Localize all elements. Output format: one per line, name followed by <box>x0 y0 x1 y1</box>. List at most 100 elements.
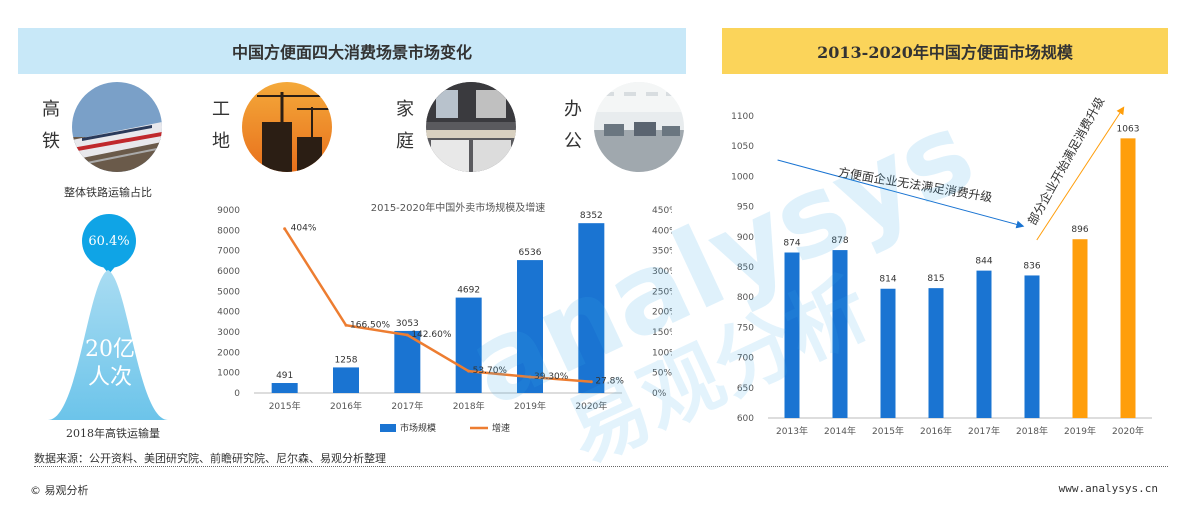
scene-label-bottom: 铁 <box>42 131 60 152</box>
bar-value-label: 491 <box>276 371 293 381</box>
scene-label-top: 高 <box>42 99 60 120</box>
x-tick-label: 2017年 <box>968 425 1000 437</box>
y-tick-label: 9000 <box>217 206 240 216</box>
x-tick-label: 2016年 <box>920 425 952 437</box>
scene-label-top: 家 <box>396 99 414 120</box>
scene-label-bottom: 地 <box>212 131 230 152</box>
growth-point <box>405 333 409 337</box>
x-tick-label: 2014年 <box>824 425 856 437</box>
y-tick-label: 1000 <box>217 369 240 379</box>
bar-2020年 <box>578 223 605 393</box>
passenger-volume-value: 20亿 人次 <box>85 337 135 390</box>
delivery-market-chart: 2015-2020年中国外卖市场规模及增速 0 1000 2000 3000 4000 50… <box>217 201 672 434</box>
bar-2016年 <box>333 367 359 393</box>
y2-tick-label: 100% <box>652 348 672 358</box>
bar-value-label: 844 <box>975 257 992 267</box>
y-tick-label: 0 <box>234 389 240 399</box>
y2-tick-label: 50% <box>652 369 672 379</box>
bubble-pointer-icon <box>99 262 119 274</box>
bar-2015年 <box>880 288 896 418</box>
y2-tick-label: 450% <box>652 206 672 216</box>
train-photo <box>72 82 162 172</box>
chart-title: 2015-2020年中国外卖市场规模及增速 <box>371 201 546 214</box>
y2-tick-label: 400% <box>652 226 672 236</box>
x-tick-label: 2016年 <box>330 400 362 412</box>
growth-value-label: 166.50% <box>350 320 390 330</box>
y2-tick-label: 350% <box>652 247 672 257</box>
growth-point <box>467 369 471 373</box>
decline-arrow-icon <box>777 159 1025 229</box>
footer-divider <box>34 466 1168 467</box>
bar-value-label: 815 <box>927 274 944 284</box>
y-tick-label: 7000 <box>217 247 240 257</box>
bar-value-label: 878 <box>831 236 848 246</box>
y2-tick-label: 300% <box>652 267 672 277</box>
x-tick-label: 2020年 <box>1112 425 1144 437</box>
passenger-caption: 2018年高铁运输量 <box>66 427 160 440</box>
rail-share-bubble: 60.4% <box>82 214 136 268</box>
scene-office: 办公 <box>560 80 738 190</box>
y-tick-label: 3000 <box>217 328 240 338</box>
growth-value-label: 53.70% <box>473 366 508 376</box>
y-tick-label: 6000 <box>217 267 240 277</box>
y-tick-label: 750 <box>737 323 754 333</box>
y2-tick-label: 150% <box>652 328 672 338</box>
y-tick-label: 900 <box>737 233 754 243</box>
bar-value-label: 1063 <box>1117 124 1140 134</box>
y-tick-label: 700 <box>737 354 754 364</box>
scene-high-speed-rail: 高铁 <box>38 80 216 190</box>
bar-value-label: 896 <box>1071 225 1088 235</box>
legend-swatch-bar <box>380 424 396 432</box>
y-tick-label: 850 <box>737 263 754 273</box>
office-photo <box>594 82 684 172</box>
scene-label-bottom: 公 <box>564 131 582 152</box>
x-tick-label: 2013年 <box>776 425 808 437</box>
growth-arrow-icon <box>1036 106 1125 241</box>
y-tick-label: 600 <box>737 414 754 424</box>
website-link[interactable]: www.analysys.cn <box>1058 482 1158 495</box>
y-tick-label: 1100 <box>731 112 754 122</box>
growth-point <box>528 375 532 379</box>
bar-2015年 <box>271 383 298 393</box>
scene-household: 家庭 <box>392 80 570 190</box>
x-tick-label: 2017年 <box>391 400 423 412</box>
y2-tick-label: 0% <box>652 389 667 399</box>
x-tick-label: 2018年 <box>1016 425 1048 437</box>
annotation-decline: 方便面企业无法满足消费升级 <box>837 164 993 205</box>
bar-2014年 <box>832 250 848 418</box>
y-tick-label: 4000 <box>217 308 240 318</box>
bar-2019年 <box>517 260 543 393</box>
bar-2019年 <box>1072 239 1088 418</box>
x-tick-label: 2018年 <box>453 400 485 412</box>
scene-construction-site: 工地 <box>208 80 386 190</box>
x-tick-label: 2020年 <box>575 400 607 412</box>
legend-label-line: 增速 <box>492 422 510 434</box>
y-tick-label: 8000 <box>217 226 240 236</box>
scene-label-top: 办 <box>564 99 582 120</box>
y-tick-label: 950 <box>737 203 754 213</box>
x-tick-label: 2015年 <box>872 425 904 437</box>
bar-value-label: 3053 <box>396 319 419 329</box>
kitchen-photo <box>426 82 516 172</box>
growth-value-label: 27.8% <box>595 377 624 387</box>
y-tick-label: 800 <box>737 293 754 303</box>
annotation-growth: 部分企业开始满足消费升级 <box>1024 94 1107 227</box>
growth-value-label: 142.60% <box>411 330 451 340</box>
right-panel-title: 2013-2020年中国方便面市场规模 <box>722 28 1168 74</box>
bar-2017年 <box>976 270 992 418</box>
scene-label-top: 工 <box>212 99 230 120</box>
growth-point <box>344 323 348 327</box>
bar-value-label: 8352 <box>580 211 603 221</box>
passenger-volume-hill <box>48 270 168 420</box>
y2-tick-label: 250% <box>652 287 672 297</box>
bar-2018年 <box>455 297 482 393</box>
data-source-note: 数据来源：公开资料、美团研究院、前瞻研究院、尼尔森、易观分析整理 <box>34 452 386 465</box>
scene-label-bottom: 庭 <box>396 131 414 152</box>
bar-2013年 <box>784 252 800 418</box>
y2-tick-label: 200% <box>652 308 672 318</box>
y-tick-label: 5000 <box>217 287 240 297</box>
y-tick-label: 2000 <box>217 348 240 358</box>
instant-noodle-market-chart: 600 650 700 750 800 850 900 950 1000 1050 1100 874 2… <box>731 94 1152 437</box>
growth-value-label: 39.30% <box>534 372 569 382</box>
x-tick-label: 2019年 <box>514 400 546 412</box>
